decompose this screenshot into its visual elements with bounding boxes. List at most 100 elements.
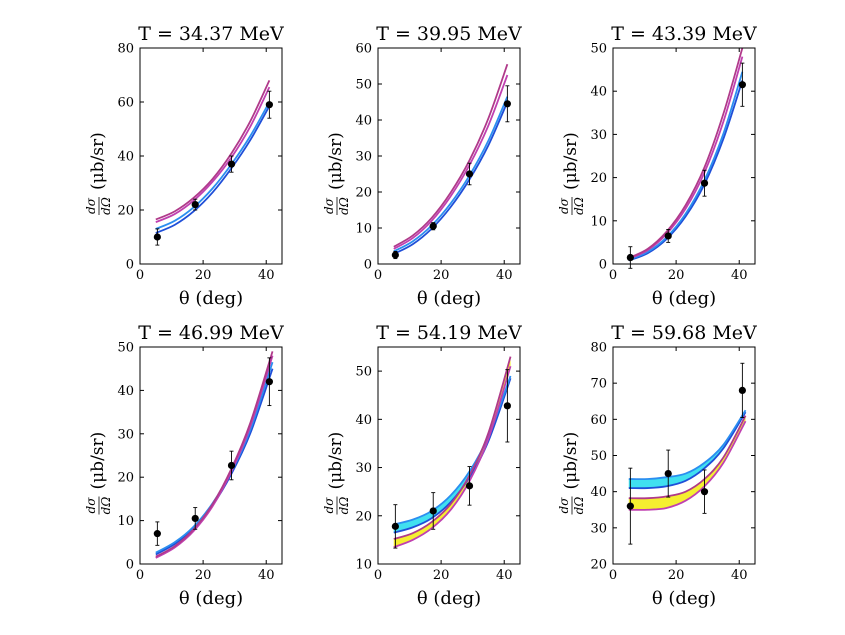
- y-tick-label: 0: [126, 258, 134, 273]
- data-point: [429, 222, 437, 230]
- ylabel-fraction-top: dσ: [557, 497, 571, 514]
- ylabel-units: (μb/sr): [326, 132, 346, 190]
- plot-area: [155, 80, 271, 234]
- data-point: [503, 100, 511, 108]
- series-line-magenta-band-upper: [155, 80, 271, 221]
- data-point: [700, 488, 709, 496]
- data-point: [738, 81, 746, 89]
- y-tick-label: 70: [590, 377, 607, 392]
- plot-area: [628, 409, 747, 511]
- x-axis-label: θ (deg): [652, 288, 716, 309]
- x-tick-label: 40: [496, 268, 513, 283]
- axes-frame: [377, 47, 521, 265]
- series-line-magenta-band-upper: [393, 63, 509, 248]
- y-tick-label: 80: [590, 341, 607, 356]
- y-axis-label: dσ dΩ (μb/sr): [557, 432, 586, 515]
- x-axis-label: θ (deg): [417, 288, 481, 309]
- ylabel-fraction-bottom: dΩ: [337, 197, 351, 215]
- data-point: [465, 170, 474, 178]
- y-tick-label: 40: [590, 485, 607, 500]
- chart-title: T = 54.19 MeV: [376, 322, 522, 344]
- plot-area: [155, 351, 274, 559]
- data-point: [153, 530, 161, 538]
- y-tick-label: 30: [590, 521, 607, 536]
- y-tick-label: 50: [117, 341, 134, 356]
- chart-title: T = 59.68 MeV: [611, 322, 757, 344]
- band-fill-yellow-band-lower: [628, 415, 746, 510]
- band-fill-yellow-band-lower: [393, 356, 511, 548]
- data-point: [191, 514, 199, 523]
- y-tick-label: 10: [590, 214, 607, 229]
- x-tick-label: 40: [731, 268, 748, 283]
- x-axis-label: θ (deg): [417, 588, 481, 609]
- y-tick-label: 20: [590, 558, 607, 573]
- axes-frame: [377, 346, 521, 565]
- x-tick-label: 20: [668, 568, 685, 583]
- chart-title: T = 46.99 MeV: [138, 322, 284, 344]
- data-point: [700, 179, 709, 187]
- plot-area: [393, 63, 509, 255]
- y-tick-label: 50: [355, 365, 372, 380]
- series-line-blue-band-upper: [155, 361, 274, 554]
- data-point: [265, 101, 273, 109]
- data-point: [265, 378, 273, 386]
- y-tick-label: 60: [590, 413, 607, 428]
- x-tick-label: 0: [609, 568, 617, 583]
- series-line-blue-band-upper: [393, 96, 509, 253]
- series-line-blue-band-lower: [393, 101, 509, 255]
- x-axis-label: θ (deg): [179, 588, 243, 609]
- y-tick-label: 50: [355, 78, 372, 93]
- y-tick-label: 40: [117, 150, 134, 165]
- y-tick-label: 20: [355, 509, 372, 524]
- y-tick-label: 30: [590, 128, 607, 143]
- x-tick-label: 40: [496, 568, 513, 583]
- chart-title: T = 39.95 MeV: [376, 23, 522, 45]
- axes-frame: [139, 346, 283, 565]
- data-point: [738, 386, 746, 394]
- series-line-yellow-band-lower: [628, 420, 747, 511]
- ylabel-fraction-bottom: dΩ: [99, 197, 113, 215]
- ylabel-units: (μb/sr): [88, 432, 108, 490]
- data-point: [626, 502, 634, 510]
- axes-frame: [612, 47, 756, 265]
- data-point: [227, 160, 236, 168]
- ylabel-fraction-top: dσ: [84, 497, 98, 514]
- x-tick-label: 0: [609, 268, 617, 283]
- data-point: [391, 251, 399, 259]
- ylabel-units: (μb/sr): [561, 432, 581, 490]
- x-tick-label: 40: [258, 568, 275, 583]
- ylabel-units: (μb/sr): [88, 132, 108, 190]
- y-tick-label: 0: [126, 558, 134, 573]
- y-tick-label: 20: [117, 204, 134, 219]
- ylabel-units: (μb/sr): [326, 432, 346, 490]
- ylabel-fraction-bottom: dΩ: [337, 497, 351, 515]
- series-line-magenta-band-lower: [155, 86, 271, 223]
- data-point: [191, 201, 199, 209]
- series-line-cyan-band-lower: [628, 411, 747, 490]
- x-tick-label: 0: [136, 568, 144, 583]
- panel-2: 0 20 40 0 10 20 30 40 50 60 T = 39.95 MeV θ (deg) dσ…: [322, 23, 522, 309]
- series-line-blue-band-lower: [628, 80, 744, 262]
- chart-title: T = 43.39 MeV: [611, 23, 757, 45]
- x-axis-label: θ (deg): [179, 288, 243, 309]
- series-line-magenta-band-upper: [628, 48, 744, 259]
- ylabel-fraction-top: dσ: [84, 197, 98, 214]
- data-point: [503, 402, 511, 410]
- series-line-blue-band-lower: [155, 105, 271, 234]
- series-line-cyan-band-upper: [628, 409, 747, 481]
- series-line-magenta-band-lower: [393, 74, 509, 250]
- plot-area: [628, 48, 744, 262]
- ylabel-fraction-bottom: dΩ: [572, 497, 586, 515]
- y-tick-label: 40: [355, 413, 372, 428]
- y-tick-label: 10: [355, 558, 372, 573]
- data-point: [664, 232, 672, 240]
- data-point: [465, 482, 474, 490]
- y-tick-label: 30: [355, 150, 372, 165]
- x-axis-label: θ (deg): [652, 588, 716, 609]
- ylabel-fraction-top: dσ: [557, 197, 571, 214]
- y-tick-label: 80: [117, 42, 134, 57]
- x-tick-label: 20: [433, 568, 450, 583]
- y-axis-label: dσ dΩ (μb/sr): [84, 132, 113, 215]
- x-tick-label: 0: [136, 268, 144, 283]
